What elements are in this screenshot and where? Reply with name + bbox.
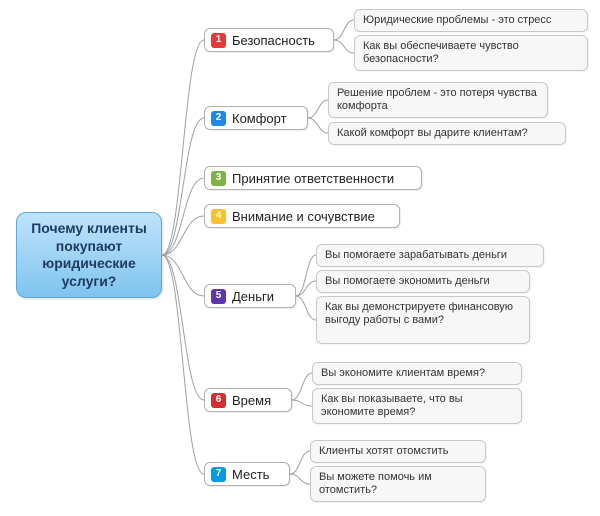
branch-label: Безопасность xyxy=(232,33,315,48)
branch-label: Комфорт xyxy=(232,111,287,126)
branch-label: Внимание и сочувствие xyxy=(232,209,375,224)
leaf-node[interactable]: Клиенты хотят отомстить xyxy=(310,440,486,463)
branch-b4[interactable]: 4 Внимание и сочувствие xyxy=(204,204,400,228)
leaf-node[interactable]: Вы можете помочь им отомстить? xyxy=(310,466,486,502)
branch-b3[interactable]: 3 Принятие ответственности xyxy=(204,166,422,190)
branch-b6[interactable]: 6 Время xyxy=(204,388,292,412)
branch-label: Принятие ответственности xyxy=(232,171,394,186)
leaf-node[interactable]: Как вы показываете, что вы экономите вре… xyxy=(312,388,522,424)
leaf-node[interactable]: Вы помогаете экономить деньги xyxy=(316,270,530,293)
leaf-node[interactable]: Какой комфорт вы дарите клиентам? xyxy=(328,122,566,145)
branch-label: Время xyxy=(232,393,271,408)
leaf-node[interactable]: Решение проблем - это потеря чувства ком… xyxy=(328,82,548,118)
branch-b7[interactable]: 7 Месть xyxy=(204,462,290,486)
leaf-node[interactable]: Вы экономите клиентам время? xyxy=(312,362,522,385)
branch-number-badge: 7 xyxy=(211,467,226,482)
branch-number-badge: 2 xyxy=(211,111,226,126)
leaf-node[interactable]: Как вы обеспечиваете чувство безопасност… xyxy=(354,35,588,71)
branch-number-badge: 1 xyxy=(211,33,226,48)
leaf-node[interactable]: Вы помогаете зарабатывать деньги xyxy=(316,244,544,267)
branch-b1[interactable]: 1 Безопасность xyxy=(204,28,334,52)
branch-label: Деньги xyxy=(232,289,274,304)
leaf-node[interactable]: Как вы демонстрируете финансовую выгоду … xyxy=(316,296,530,344)
branch-b5[interactable]: 5 Деньги xyxy=(204,284,296,308)
branch-number-badge: 6 xyxy=(211,393,226,408)
root-node[interactable]: Почему клиенты покупают юридические услу… xyxy=(16,212,162,298)
mindmap-canvas: { "type": "mindmap", "canvas": { "width"… xyxy=(0,0,600,516)
branch-number-badge: 3 xyxy=(211,171,226,186)
branch-label: Месть xyxy=(232,467,269,482)
branch-b2[interactable]: 2 Комфорт xyxy=(204,106,308,130)
leaf-node[interactable]: Юридические проблемы - это стресс xyxy=(354,9,588,32)
root-label: Почему клиенты покупают юридические услу… xyxy=(27,220,151,290)
branch-number-badge: 4 xyxy=(211,209,226,224)
branch-number-badge: 5 xyxy=(211,289,226,304)
